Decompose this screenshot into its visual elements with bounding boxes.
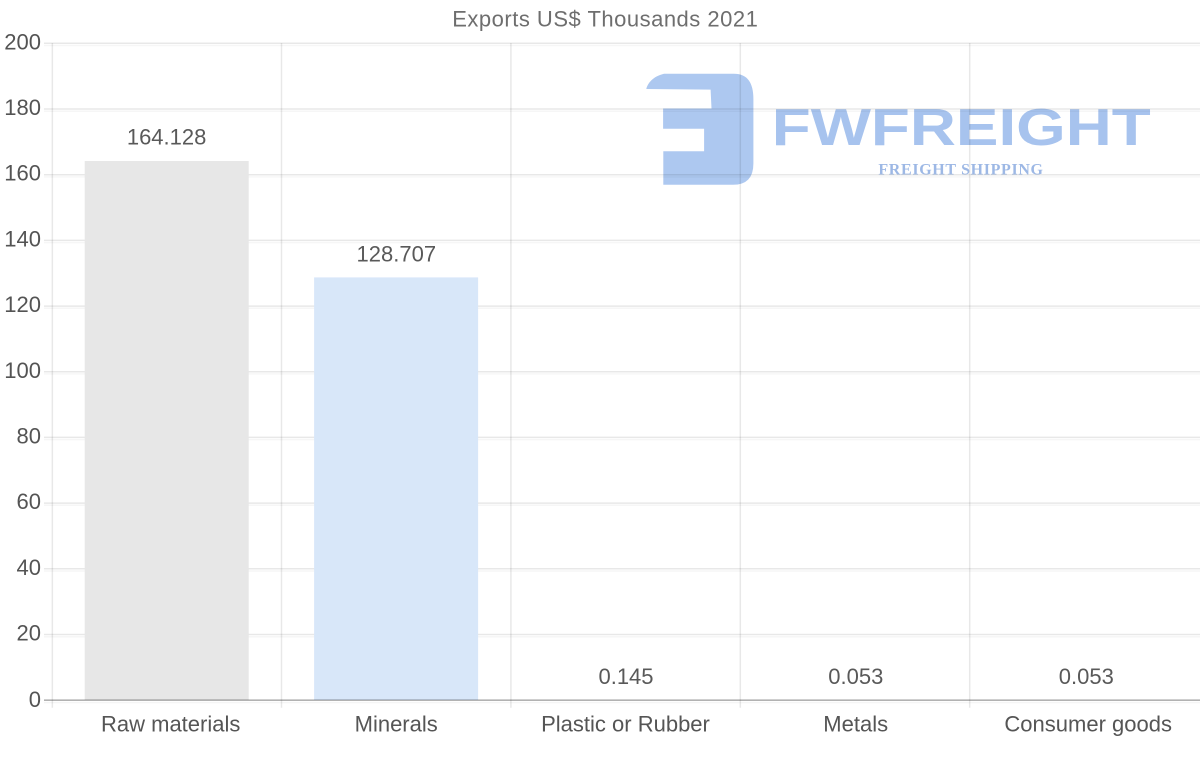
svg-text:0.145: 0.145	[598, 664, 653, 689]
svg-text:20: 20	[17, 621, 41, 646]
svg-text:60: 60	[17, 489, 41, 514]
svg-text:40: 40	[17, 555, 41, 580]
svg-text:Metals: Metals	[823, 712, 888, 737]
svg-text:0.053: 0.053	[1059, 664, 1114, 689]
svg-text:200: 200	[4, 29, 41, 54]
svg-text:100: 100	[4, 358, 41, 383]
svg-text:120: 120	[4, 292, 41, 317]
svg-text:FREIGHT SHIPPING: FREIGHT SHIPPING	[878, 161, 1043, 178]
svg-text:180: 180	[4, 95, 41, 120]
svg-text:140: 140	[4, 226, 41, 251]
svg-text:Minerals: Minerals	[355, 712, 438, 737]
svg-text:128.707: 128.707	[357, 241, 437, 266]
svg-text:Consumer goods: Consumer goods	[1004, 712, 1172, 737]
svg-text:80: 80	[17, 424, 41, 449]
svg-text:0.053: 0.053	[828, 664, 883, 689]
svg-text:0: 0	[29, 687, 41, 712]
svg-text:Raw materials: Raw materials	[101, 712, 240, 737]
svg-text:Exports US$ Thousands 2021: Exports US$ Thousands 2021	[452, 7, 758, 32]
svg-text:Plastic or Rubber: Plastic or Rubber	[541, 712, 710, 737]
svg-text:FWFREIGHT: FWFREIGHT	[772, 99, 1151, 157]
svg-text:164.128: 164.128	[127, 125, 207, 150]
svg-text:160: 160	[4, 161, 41, 186]
